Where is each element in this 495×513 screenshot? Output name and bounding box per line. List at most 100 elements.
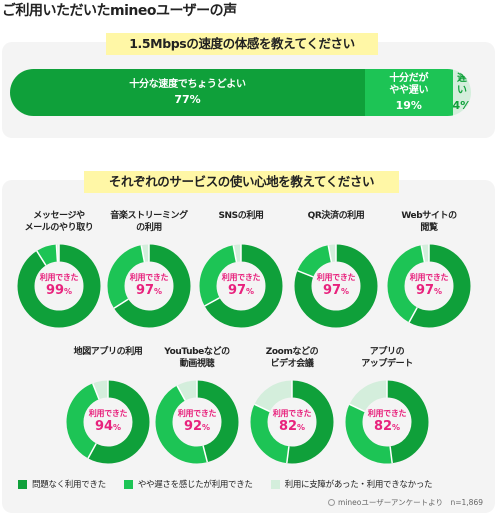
donut-slice-slightly-slow (387, 244, 471, 328)
donut-chart: 利用できた 97% (199, 244, 283, 328)
speed-segment-enough: 十分な速度でちょうどよい 77% (10, 69, 365, 116)
legend-item-no-problem: 問題なく利用できた (18, 478, 106, 490)
donut-center-label: 利用できた (88, 409, 128, 418)
speed-segment-label: 十分だが やや遅い (389, 72, 429, 96)
donut-center-value: 97% (135, 283, 163, 298)
donut-center-value: 82% (278, 419, 306, 434)
donut-slice-separator (87, 443, 97, 459)
donut-chart: 利用できた 94% (66, 380, 150, 464)
donut-slice-separator (232, 245, 238, 263)
legend-swatch-dark (18, 479, 27, 489)
legend-label: 利用に支障があった・利用できなかった (284, 480, 433, 490)
donut-center-label: 利用できた (177, 409, 217, 418)
donut-slice-slightly-slow (66, 380, 150, 464)
percent-sign: % (297, 423, 306, 432)
donut-chart: 利用できた 97% (387, 244, 471, 328)
donut-center: 利用できた 99% (17, 244, 101, 328)
speed-stacked-bar: 十分な速度でちょうどよい 77% 十分だが やや遅い 19% 遅い 4% (10, 69, 471, 116)
donut-svg (199, 244, 283, 328)
donut-slice-separator (176, 385, 186, 401)
legend-item-slightly-slow: やや遅さを感じたが利用できた (123, 478, 253, 490)
donut-center-label: 利用できた (129, 273, 169, 282)
donut-title: YouTubeなどの 動画視聴 (164, 347, 230, 369)
percent-sign: % (113, 423, 122, 432)
percent-sign: % (434, 287, 443, 296)
donut-center: 利用できた 97% (294, 244, 378, 328)
page-title: ご利用いただいたmineoユーザーの声 (2, 3, 237, 19)
legend: 問題なく利用できた やや遅さを感じたが利用できた 利用に支障があった・利用できな… (18, 478, 433, 490)
donut-slice-separator (349, 403, 366, 413)
donut-svg (107, 244, 191, 328)
speed-segment-slow: 遅い 4% (452, 69, 471, 116)
donut-center-value: 82% (373, 419, 401, 434)
source-note: mineoユーザーアンケートより n=1,869 (328, 497, 483, 508)
percent-sign: % (246, 287, 255, 296)
donut-chart: 利用できた 97% (294, 244, 378, 328)
donut-chart: 利用できた 97% (107, 244, 191, 328)
donut-center-label: 利用できた (409, 273, 449, 282)
donut-svg (66, 380, 150, 464)
legend-label: やや遅さを感じたが利用できた (137, 480, 253, 490)
donut-slice-slightly-slow (199, 244, 283, 328)
donut-center: 利用できた 82% (345, 380, 429, 464)
donut-center-label: 利用できた (221, 273, 261, 282)
donut-center: 利用できた 97% (199, 244, 283, 328)
donut-svg (250, 380, 334, 464)
donut-slice-separator (408, 307, 418, 323)
donut-center-value: 99% (45, 283, 73, 298)
donut-svg (294, 244, 378, 328)
donut-slice-separator (92, 383, 100, 400)
donut-title: Webサイトの 閲覧 (401, 211, 457, 233)
donut-title: Zoomなどの ビデオ会議 (265, 347, 319, 369)
speed-question-banner: 1.5Mbpsの速度の体感を教えてください (106, 33, 378, 55)
donut-title: SNSの利用 (218, 211, 264, 221)
donut-slice-separator (36, 250, 47, 266)
legend-swatch-light (270, 479, 280, 489)
donut-slice-separator (113, 298, 129, 309)
donut-center: 利用できた 82% (250, 380, 334, 464)
donut-title: 音楽ストリーミング の利用 (110, 211, 188, 233)
services-panel (2, 180, 495, 513)
donut-center: 利用できた 97% (387, 244, 471, 328)
donut-center-value: 97% (415, 283, 443, 298)
speed-segment-slightly-slow: 十分だが やや遅い 19% (364, 69, 453, 116)
donut-slice-separator (140, 245, 146, 263)
donut-slice-separator (297, 270, 314, 278)
donut-slice-separator (389, 446, 393, 464)
donut-center-label: 利用できた (316, 273, 356, 282)
legend-label: 問題なく利用できた (32, 480, 106, 490)
donut-svg (155, 380, 239, 464)
percent-sign: % (202, 423, 211, 432)
donut-center: 利用できた 92% (155, 380, 239, 464)
donut-slice-slightly-slow (345, 380, 429, 464)
donut-svg (345, 380, 429, 464)
donut-center-value: 97% (322, 283, 350, 298)
legend-item-problem: 利用に支障があった・利用できなかった (270, 478, 433, 490)
donut-center-label: 利用できた (39, 273, 79, 282)
donut-slice-separator (420, 245, 426, 263)
speed-segment-value: 77% (174, 92, 201, 106)
donut-svg (387, 244, 471, 328)
legend-swatch-mid (123, 479, 133, 489)
percent-sign: % (392, 423, 401, 432)
donut-slice-separator (327, 245, 333, 263)
donut-slice-separator (202, 445, 209, 463)
donut-chart: 利用できた 92% (155, 380, 239, 464)
donut-center: 利用できた 94% (66, 380, 150, 464)
donut-chart: 利用できた 99% (17, 244, 101, 328)
percent-sign: % (64, 287, 73, 296)
donut-center-value: 97% (227, 283, 255, 298)
donut-chart: 利用できた 82% (345, 380, 429, 464)
donut-chart: 利用できた 82% (250, 380, 334, 464)
speed-segment-value: 19% (395, 98, 422, 112)
donut-center-label: 利用できた (367, 409, 407, 418)
speed-segment-label: 遅い (457, 72, 467, 96)
donut-slice-separator (55, 244, 59, 262)
donut-title: メッセージや メールのやり取り (24, 211, 94, 233)
donut-center: 利用できた 97% (107, 244, 191, 328)
donut-slice-separator (286, 446, 290, 464)
percent-sign: % (341, 287, 350, 296)
donut-slice-separator (204, 297, 220, 307)
info-circle-icon (328, 499, 336, 506)
percent-sign: % (154, 287, 163, 296)
